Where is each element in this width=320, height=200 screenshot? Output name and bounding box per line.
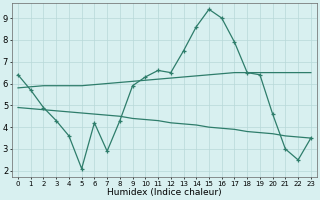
X-axis label: Humidex (Indice chaleur): Humidex (Indice chaleur) [107, 188, 222, 197]
